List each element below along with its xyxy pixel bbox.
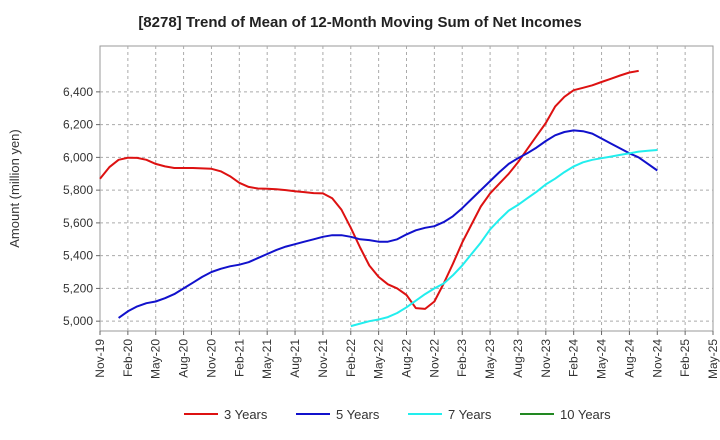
x-tick-label: Feb-24	[567, 339, 581, 377]
y-tick-label: 5,400	[63, 249, 93, 263]
series-line-5-years	[118, 129, 658, 319]
x-tick-label: Nov-19	[93, 339, 107, 378]
y-tick-label: 6,200	[63, 118, 93, 132]
y-tick-label: 6,400	[63, 85, 93, 99]
series-line-7-years	[350, 149, 658, 328]
x-tick-label: May-21	[260, 339, 274, 379]
plot-area	[99, 45, 714, 332]
x-tick-label: Aug-21	[288, 339, 302, 378]
legend-label: 5 Years	[336, 407, 380, 422]
y-tick-label: 5,800	[63, 183, 93, 197]
y-tick-label: 5,000	[63, 314, 93, 328]
y-axis-label: Amount (million yen)	[7, 129, 22, 248]
x-tick-label: Nov-24	[650, 339, 664, 378]
chart-title: [8278] Trend of Mean of 12-Month Moving …	[138, 14, 582, 31]
legend-label: 10 Years	[560, 407, 611, 422]
y-tick-label: 5,200	[63, 281, 93, 295]
y-tick-label: 6,000	[63, 150, 93, 164]
x-tick-label: Feb-22	[344, 339, 358, 377]
x-tick-label: May-25	[706, 339, 720, 379]
x-tick-label: May-23	[483, 339, 497, 379]
x-tick-label: Nov-22	[427, 339, 441, 378]
x-tick-label: Aug-22	[400, 339, 414, 378]
x-tick-label: Nov-20	[204, 339, 218, 378]
x-tick-label: May-22	[372, 339, 386, 379]
x-tick-label: Feb-21	[232, 339, 246, 377]
y-tick-label: 5,600	[63, 216, 93, 230]
x-tick-label: Aug-24	[622, 339, 636, 378]
x-tick-label: Aug-23	[511, 339, 525, 378]
legend-label: 7 Years	[448, 407, 492, 422]
x-tick-label: Feb-25	[678, 339, 692, 377]
x-tick-label: May-24	[595, 339, 609, 379]
x-tick-label: Feb-20	[121, 339, 135, 377]
x-tick-label: Aug-20	[177, 339, 191, 378]
legend-label: 3 Years	[224, 407, 268, 422]
x-tick-label: Nov-21	[316, 339, 330, 378]
x-tick-label: Nov-23	[539, 339, 553, 378]
x-tick-label: Feb-23	[455, 339, 469, 377]
x-tick-label: May-20	[149, 339, 163, 379]
series-line-3-years	[99, 69, 639, 310]
